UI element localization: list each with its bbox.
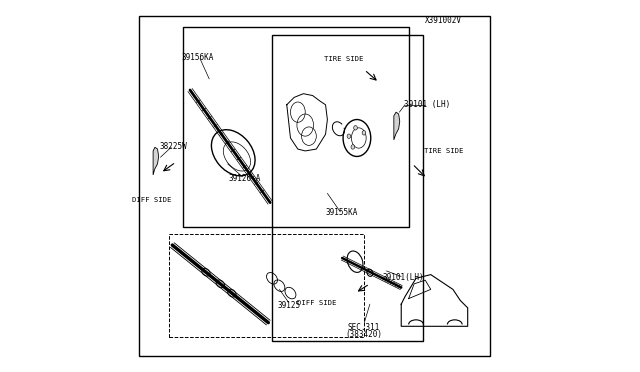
Text: DIFF SIDE: DIFF SIDE <box>132 197 171 203</box>
Text: 39156KA: 39156KA <box>181 53 214 62</box>
Text: TIRE SIDE: TIRE SIDE <box>424 148 463 154</box>
Ellipse shape <box>351 145 355 149</box>
Ellipse shape <box>362 131 366 135</box>
Text: 39126+A: 39126+A <box>228 174 260 183</box>
Polygon shape <box>394 112 400 140</box>
Ellipse shape <box>347 134 351 138</box>
Text: 39155KA: 39155KA <box>325 208 358 217</box>
Text: (383420): (383420) <box>345 330 382 339</box>
Bar <box>272 35 424 341</box>
Bar <box>184 27 408 227</box>
Polygon shape <box>153 147 159 175</box>
Text: 39125: 39125 <box>277 301 300 311</box>
Ellipse shape <box>354 126 357 130</box>
Text: X391002V: X391002V <box>425 16 462 25</box>
Bar <box>168 234 364 337</box>
Text: 39101 (LH): 39101 (LH) <box>404 100 450 109</box>
Text: 38225W: 38225W <box>159 142 187 151</box>
Text: SEC.311: SEC.311 <box>348 323 380 331</box>
Text: 39101(LH): 39101(LH) <box>382 273 424 282</box>
Text: DIFF SIDE: DIFF SIDE <box>296 300 336 306</box>
Text: TIRE SIDE: TIRE SIDE <box>324 56 364 62</box>
